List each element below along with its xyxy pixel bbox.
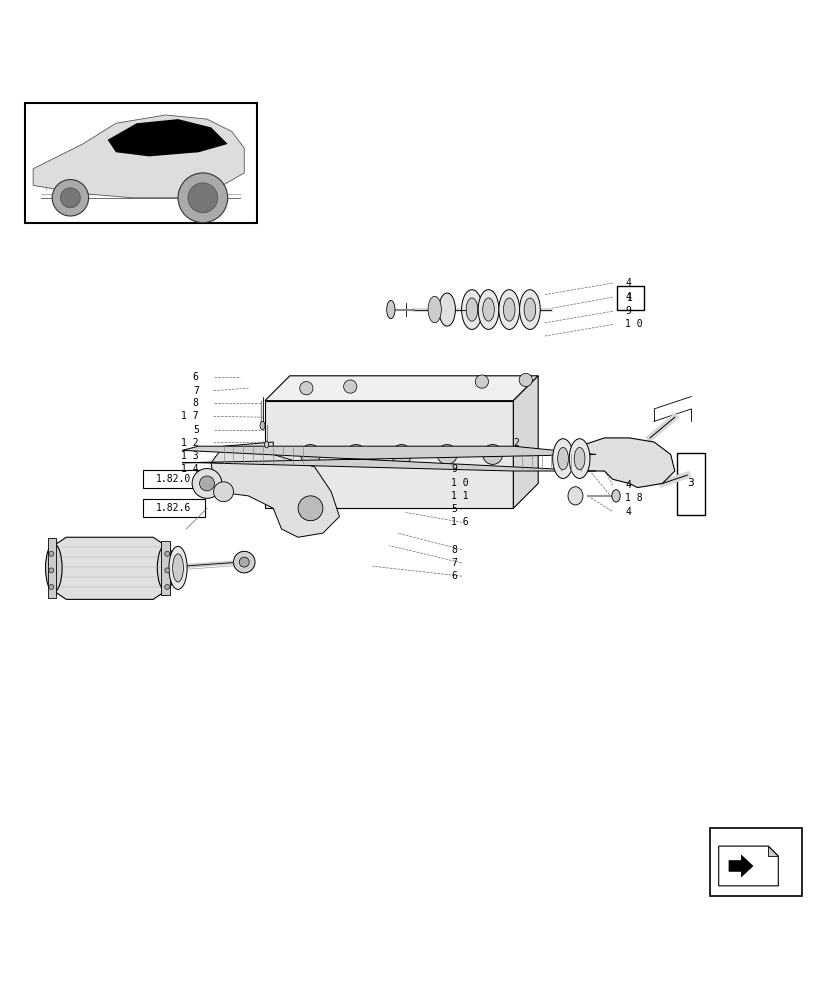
Ellipse shape [498,290,519,329]
Circle shape [165,568,170,573]
Ellipse shape [567,487,582,505]
Ellipse shape [466,298,477,321]
Circle shape [49,551,54,556]
Text: 1 8: 1 8 [624,493,642,503]
Text: 4: 4 [624,507,630,517]
Circle shape [178,173,227,223]
Ellipse shape [265,441,268,448]
Ellipse shape [169,546,187,589]
Ellipse shape [260,421,265,430]
Ellipse shape [428,296,441,323]
Text: 1 0: 1 0 [624,319,642,329]
Polygon shape [265,376,538,401]
Ellipse shape [172,554,184,582]
Circle shape [233,551,255,573]
Text: 1 3: 1 3 [181,451,198,461]
Circle shape [188,183,218,213]
Ellipse shape [461,290,481,329]
Circle shape [346,445,366,464]
Text: 1 0: 1 0 [451,478,468,488]
Ellipse shape [523,298,535,321]
Bar [48,538,56,598]
Circle shape [239,557,249,567]
Text: 3: 3 [686,478,693,488]
Polygon shape [513,376,538,508]
Text: 4: 4 [624,480,630,490]
Circle shape [519,373,532,387]
Circle shape [52,180,88,216]
Circle shape [213,482,233,502]
Ellipse shape [503,298,514,321]
Text: 8: 8 [451,545,457,555]
Polygon shape [718,846,777,886]
Text: 1 7: 1 7 [181,411,198,421]
Bar [676,453,704,515]
Polygon shape [579,438,674,488]
Circle shape [192,469,222,498]
Text: 8: 8 [193,398,198,408]
Polygon shape [54,537,165,599]
Text: 4: 4 [624,292,630,302]
Text: 4: 4 [624,278,630,288]
Ellipse shape [478,290,498,329]
Text: 1: 1 [626,293,633,303]
Circle shape [391,445,411,464]
Polygon shape [728,854,753,878]
Polygon shape [211,442,339,537]
Ellipse shape [557,447,567,470]
Text: 1.82.6: 1.82.6 [156,503,191,513]
Circle shape [60,188,80,208]
Polygon shape [767,846,777,856]
Ellipse shape [45,544,62,592]
Circle shape [482,445,502,464]
Circle shape [49,584,54,589]
Bar [616,286,643,310]
Polygon shape [265,401,513,508]
Circle shape [300,445,320,464]
Text: 6: 6 [193,372,198,382]
Ellipse shape [438,293,455,326]
Text: 9: 9 [624,306,630,316]
Text: 1 6: 1 6 [451,517,468,527]
Ellipse shape [157,545,174,591]
Circle shape [49,568,54,573]
Circle shape [165,551,170,556]
Text: 1 4: 1 4 [181,464,198,474]
Text: 1 2: 1 2 [181,438,198,448]
Ellipse shape [574,447,584,470]
Text: 2: 2 [513,438,519,448]
Polygon shape [182,446,595,471]
Ellipse shape [611,490,619,502]
Text: 6: 6 [451,571,457,581]
Circle shape [165,584,170,589]
Circle shape [298,496,323,521]
Ellipse shape [386,300,394,319]
Text: 1.82.0: 1.82.0 [156,474,191,484]
Ellipse shape [569,439,589,478]
Bar [143,470,205,488]
Text: 7: 7 [193,386,198,396]
Text: 9: 9 [451,464,457,474]
Ellipse shape [519,290,540,329]
Circle shape [437,445,457,464]
Bar [710,828,801,896]
Ellipse shape [552,439,573,478]
Polygon shape [108,119,227,156]
Circle shape [299,382,313,395]
Bar [281,413,496,496]
Polygon shape [33,115,244,198]
Bar [161,541,170,595]
Text: 7: 7 [451,558,457,568]
Circle shape [343,380,356,393]
Bar [25,103,256,223]
Text: 1 1: 1 1 [451,491,468,501]
Circle shape [199,476,214,491]
Bar [143,499,205,517]
Circle shape [475,375,488,388]
Ellipse shape [482,298,494,321]
Text: 5: 5 [193,425,198,435]
Text: 5: 5 [451,504,457,514]
